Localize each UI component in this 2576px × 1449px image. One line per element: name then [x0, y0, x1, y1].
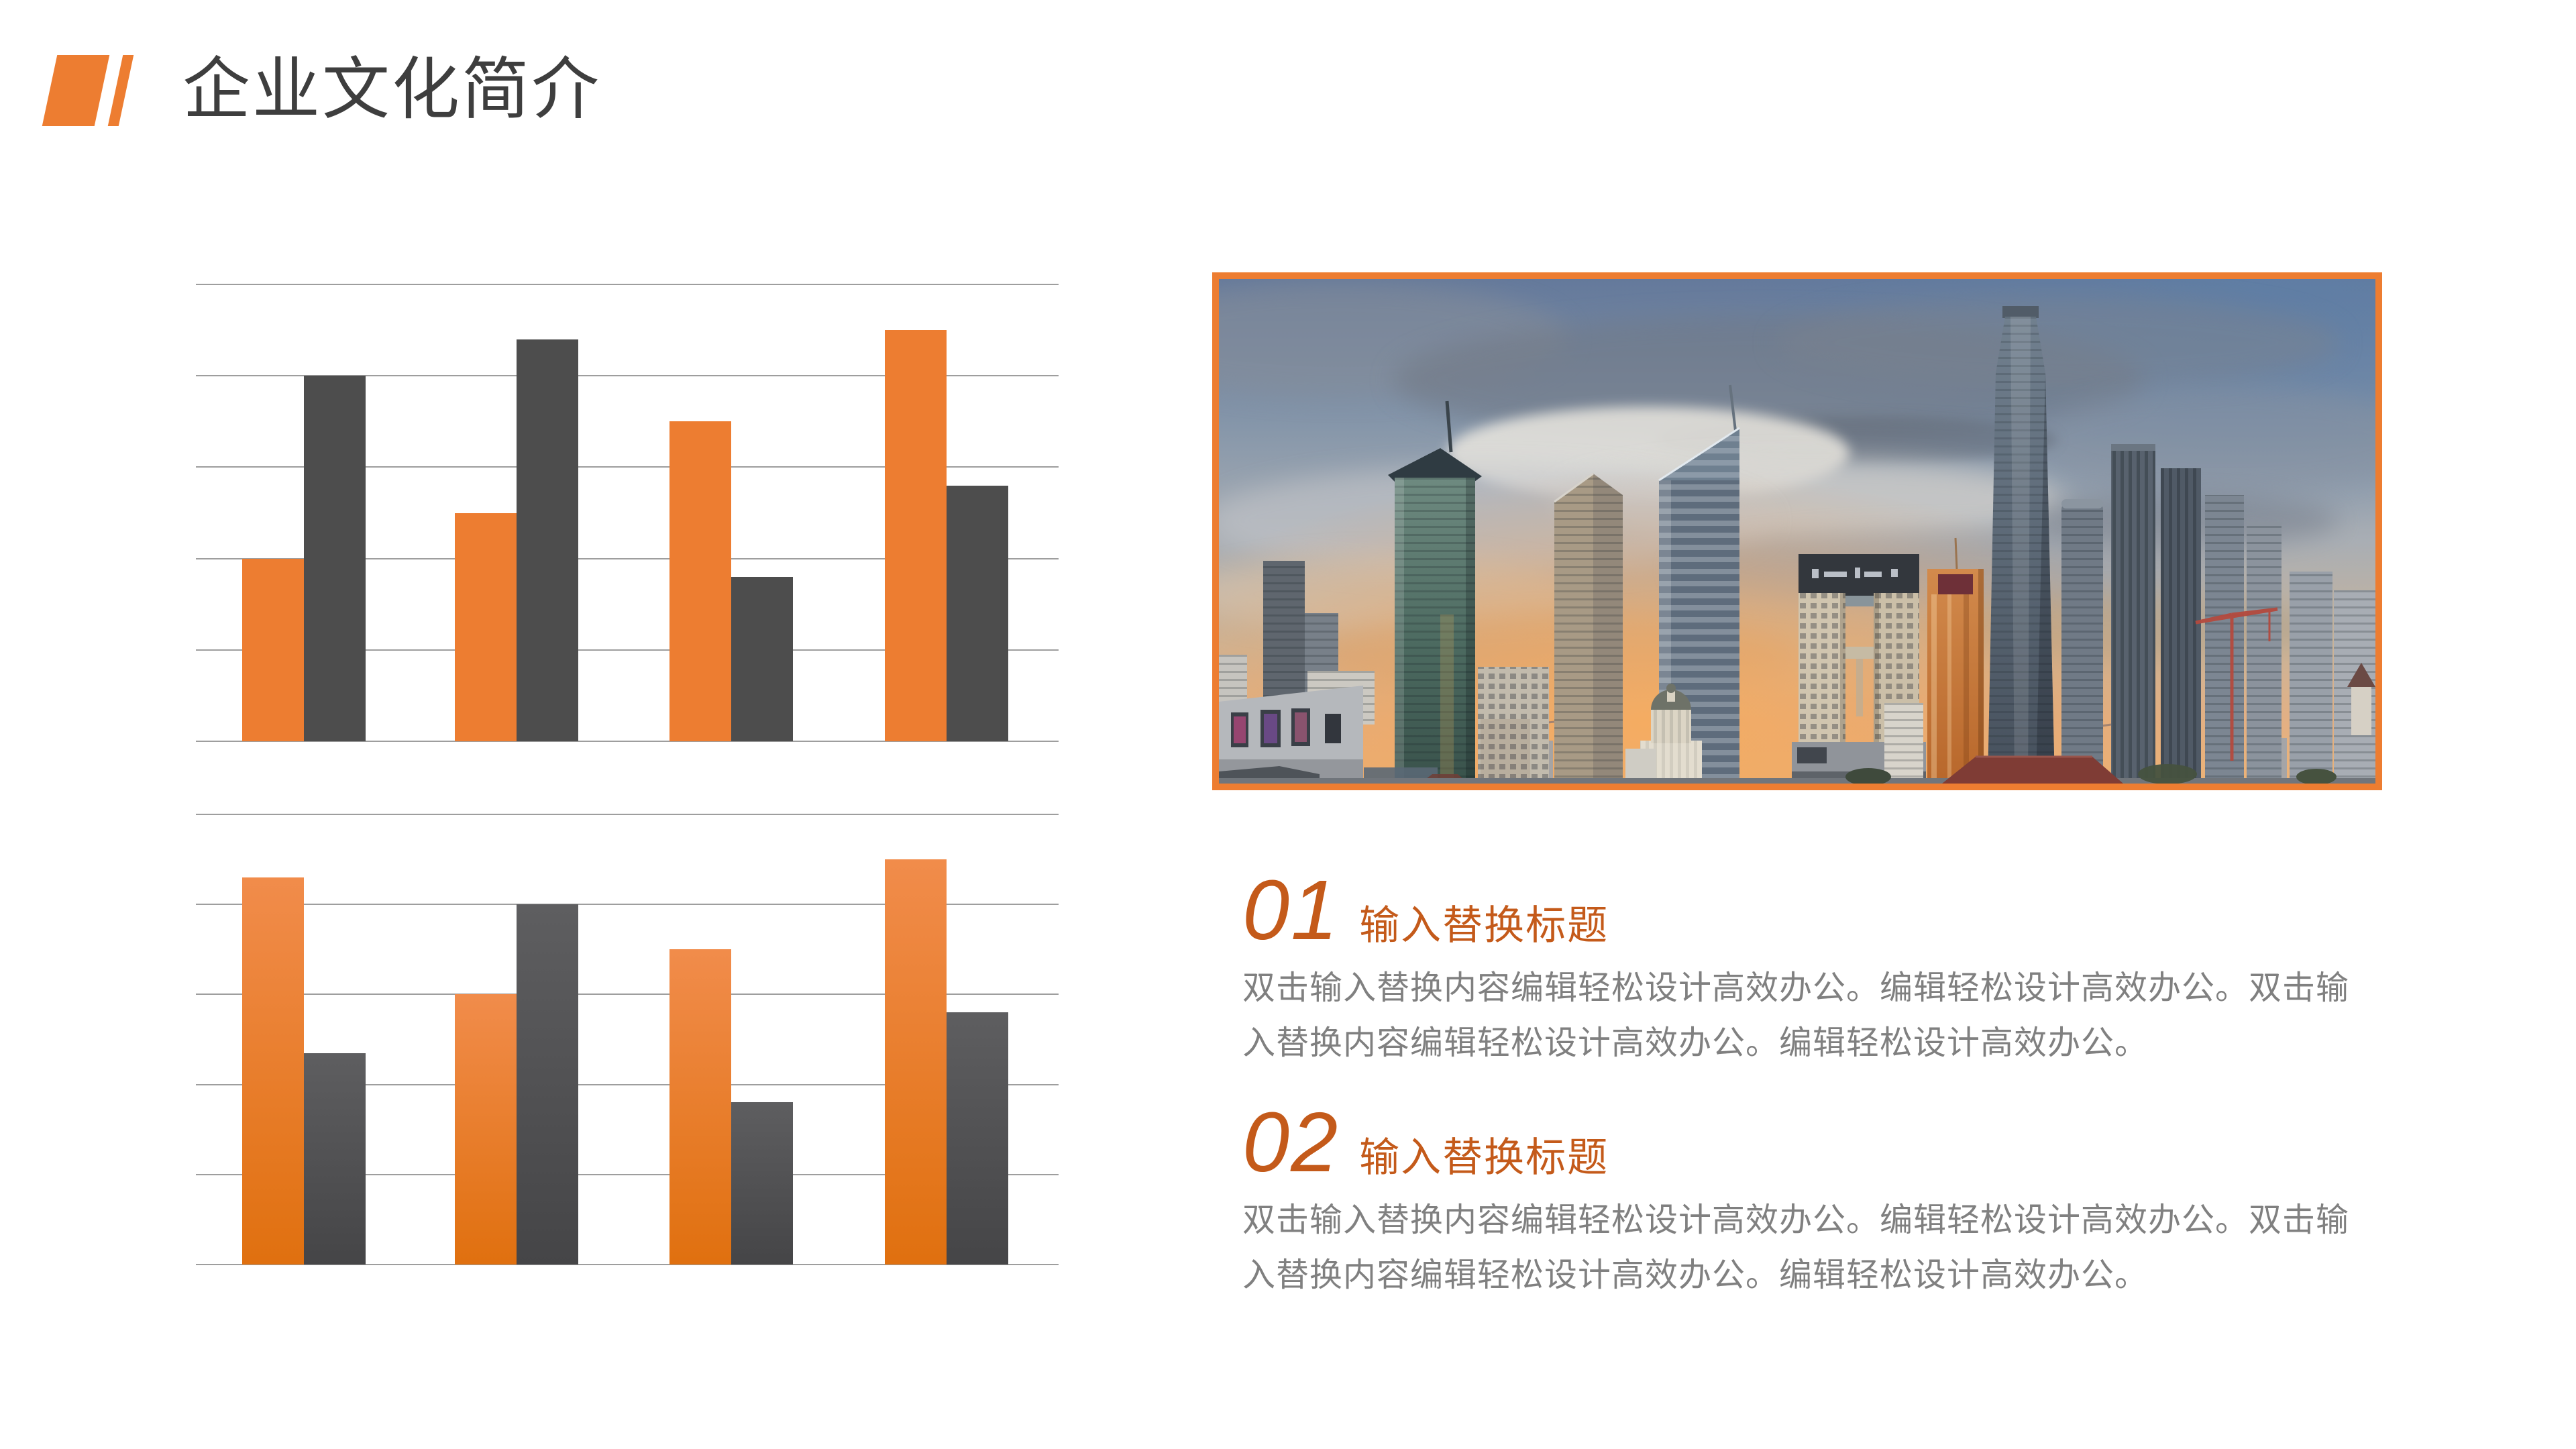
right-towers	[2111, 444, 2282, 784]
section-heading: 输入替换标题	[1359, 903, 1609, 948]
section-number: 01	[1242, 863, 1340, 957]
bar-chart-top	[196, 284, 1059, 742]
bar-chart-bottom	[196, 814, 1059, 1265]
section-heading: 输入替换标题	[1359, 1135, 1609, 1180]
city-skyline-illustration	[1219, 279, 2375, 784]
bar-group-group-2	[455, 814, 578, 1265]
section-01: 01 输入替换标题 双击输入替换内容编辑轻松设计高效办公。编辑轻松设计高效办公。…	[1242, 868, 2391, 1071]
gridline	[196, 904, 1059, 906]
bar-dark-gray	[947, 1012, 1008, 1265]
section-body: 双击输入替换内容编辑轻松设计高效办公。编辑轻松设计高效办公。双击输 入替换内容编…	[1242, 1193, 2391, 1303]
gridline	[196, 1083, 1059, 1085]
bar-dark-gray	[731, 1102, 793, 1265]
bar-group-group-1	[242, 814, 366, 1265]
round-tower	[2061, 499, 2103, 784]
section-01-header: 01 输入替换标题	[1242, 868, 2391, 953]
orange-glass-tower	[1927, 537, 1984, 784]
gridline	[196, 994, 1059, 996]
bar-dark-gray	[304, 376, 366, 741]
bar-orange	[885, 859, 947, 1265]
section-body: 双击输入替换内容编辑轻松设计高效办公。编辑轻松设计高效办公。双击输 入替换内容编…	[1242, 961, 2391, 1071]
section-02: 02 输入替换标题 双击输入替换内容编辑轻松设计高效办公。编辑轻松设计高效办公。…	[1242, 1100, 2391, 1303]
bar-orange	[242, 877, 304, 1265]
bar-orange	[669, 421, 731, 741]
gridline	[196, 741, 1059, 742]
slash-icon	[107, 55, 134, 126]
gridline	[196, 375, 1059, 377]
bar-dark-gray	[304, 1053, 366, 1265]
section-02-header: 02 输入替换标题	[1242, 1100, 2391, 1185]
bar-group-group-4	[885, 814, 1008, 1265]
bar-group-group-2	[455, 284, 578, 741]
far-right-buildings	[2290, 572, 2375, 784]
body-line: 入替换内容编辑轻松设计高效办公。编辑轻松设计高效办公。	[1242, 1257, 2149, 1293]
slash-icon	[42, 55, 110, 126]
section-number: 02	[1242, 1095, 1340, 1189]
bar-group-group-3	[669, 814, 793, 1265]
text-sections: 01 输入替换标题 双击输入替换内容编辑轻松设计高效办公。编辑轻松设计高效办公。…	[1242, 868, 2391, 1303]
bar-group-group-1	[242, 284, 366, 741]
gridline	[196, 814, 1059, 815]
gridline	[196, 284, 1059, 285]
prism-tower	[1554, 472, 1623, 784]
body-line: 双击输入替换内容编辑轻松设计高效办公。编辑轻松设计高效办公。双击输	[1242, 1202, 2350, 1238]
bar-dark-gray	[517, 339, 578, 741]
supertall-tower	[1988, 306, 2055, 784]
bar-group-group-4	[885, 284, 1008, 741]
city-photo	[1212, 272, 2382, 790]
gridline	[196, 557, 1059, 559]
bar-orange	[455, 513, 517, 741]
gridline	[196, 466, 1059, 468]
bar-orange	[669, 949, 731, 1265]
title-slash-icon	[42, 55, 154, 126]
gridline	[196, 649, 1059, 651]
body-line: 双击输入替换内容编辑轻松设计高效办公。编辑轻松设计高效办公。双击输	[1242, 970, 2350, 1006]
green-tower	[1388, 400, 1482, 784]
left-buildings	[1219, 561, 1375, 784]
bar-dark-gray	[517, 904, 578, 1265]
bar-dark-gray	[947, 485, 1008, 741]
bar-orange	[242, 558, 304, 741]
gridline	[196, 1173, 1059, 1175]
crane	[2195, 607, 2278, 761]
page-title: 企业文化简介	[182, 52, 602, 127]
gridline	[196, 1264, 1059, 1265]
foreground	[1219, 719, 2375, 784]
bar-group-group-3	[669, 284, 793, 741]
bar-dark-gray	[731, 576, 793, 741]
body-line: 入替换内容编辑轻松设计高效办公。编辑轻松设计高效办公。	[1242, 1025, 2149, 1061]
bar-orange	[455, 994, 517, 1265]
bar-orange	[885, 330, 947, 741]
